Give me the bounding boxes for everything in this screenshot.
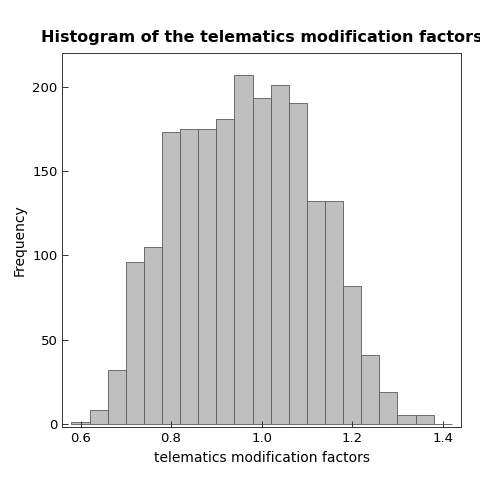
Bar bbox=[90, 410, 108, 424]
Bar bbox=[234, 75, 252, 424]
Bar bbox=[307, 201, 325, 424]
Bar bbox=[252, 98, 271, 424]
Y-axis label: Frequency: Frequency bbox=[12, 204, 26, 276]
Bar bbox=[271, 85, 289, 424]
Bar bbox=[108, 370, 126, 424]
Bar bbox=[144, 247, 162, 424]
Bar bbox=[416, 415, 433, 424]
Bar bbox=[325, 201, 343, 424]
Bar bbox=[72, 422, 90, 424]
Bar bbox=[397, 415, 416, 424]
Bar bbox=[289, 103, 307, 424]
Bar bbox=[126, 262, 144, 424]
Bar bbox=[198, 129, 216, 424]
Bar bbox=[180, 129, 198, 424]
X-axis label: telematics modification factors: telematics modification factors bbox=[154, 451, 370, 465]
Bar bbox=[162, 132, 180, 424]
Bar bbox=[216, 119, 234, 424]
Bar bbox=[343, 286, 361, 424]
Bar bbox=[361, 355, 379, 424]
Bar bbox=[379, 392, 397, 424]
Title: Histogram of the telematics modification factors: Histogram of the telematics modification… bbox=[41, 30, 480, 45]
